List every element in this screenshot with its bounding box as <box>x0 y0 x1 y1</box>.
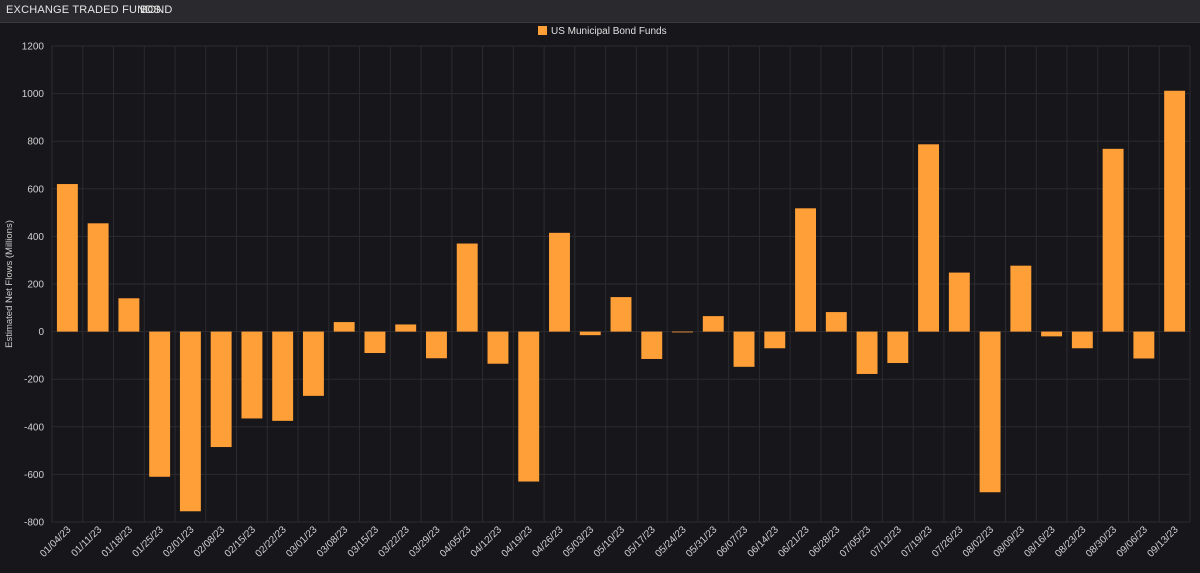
bar[interactable] <box>487 331 509 364</box>
bar[interactable] <box>702 316 724 332</box>
bar-chart: -800 -600 -400 -200 0 200 400 600 800 1000 1200 01… <box>4 26 1191 560</box>
x-tick-label: 03/01/23 <box>284 524 320 560</box>
y-tick-label: -800 <box>24 518 44 529</box>
bar[interactable] <box>856 331 878 374</box>
bar[interactable] <box>364 331 386 354</box>
legend-swatch <box>538 26 547 35</box>
x-tick-label: 08/23/23 <box>1053 524 1089 560</box>
x-tick-label: 04/05/23 <box>438 524 474 560</box>
bar[interactable] <box>426 331 447 359</box>
y-tick-label: 1000 <box>22 89 45 100</box>
bar[interactable] <box>795 208 816 332</box>
x-tick-label: 05/24/23 <box>653 524 689 560</box>
x-tick-label: 03/22/23 <box>377 524 413 560</box>
x-tick-label: 08/09/23 <box>992 524 1028 560</box>
y-tick-label: -600 <box>24 470 44 481</box>
bar[interactable] <box>979 331 1001 493</box>
bar[interactable] <box>272 331 294 421</box>
x-tick-label: 01/18/23 <box>100 524 136 560</box>
y-tick-label: 0 <box>38 327 44 338</box>
x-tick-label: 02/01/23 <box>161 524 197 560</box>
x-tick-label: 06/14/23 <box>746 524 782 560</box>
y-axis-title: Estimated Net Flows (Millions) <box>4 220 15 348</box>
y-tick-label: -200 <box>24 375 44 386</box>
bar[interactable] <box>764 331 786 349</box>
bar[interactable] <box>948 272 970 332</box>
y-tick-label: 600 <box>27 184 44 195</box>
bar[interactable] <box>333 322 355 332</box>
bar[interactable] <box>149 331 171 477</box>
bar[interactable] <box>1071 331 1093 349</box>
x-tick-label: 09/13/23 <box>1145 524 1181 560</box>
y-tick-label: 800 <box>27 137 44 148</box>
x-tick-label: 08/16/23 <box>1022 524 1058 560</box>
x-tick-label: 07/12/23 <box>869 524 905 560</box>
bar[interactable] <box>87 223 109 332</box>
x-tick-label: 04/26/23 <box>530 524 566 560</box>
bar[interactable] <box>1164 90 1186 332</box>
bar[interactable] <box>549 232 570 332</box>
bar[interactable] <box>241 331 263 419</box>
y-tick-label: 1200 <box>22 42 45 53</box>
bar[interactable] <box>733 331 755 367</box>
bar[interactable] <box>395 324 417 332</box>
bar[interactable] <box>579 331 601 336</box>
bar[interactable] <box>179 331 201 512</box>
bar[interactable] <box>918 144 940 332</box>
bar[interactable] <box>825 312 847 332</box>
bar[interactable] <box>210 331 232 448</box>
y-tick-label: 200 <box>27 280 44 291</box>
y-tick-label: -400 <box>24 422 44 433</box>
x-tick-label: 01/11/23 <box>69 524 104 559</box>
x-tick-label: 02/15/23 <box>223 524 259 560</box>
chart-grid <box>51 45 1191 523</box>
x-tick-label: 07/19/23 <box>899 524 935 560</box>
y-tick-label: 400 <box>27 232 44 243</box>
x-tick-label: 06/21/23 <box>776 524 812 560</box>
x-tick-label: 05/03/23 <box>561 524 597 560</box>
x-tick-label: 08/02/23 <box>961 524 997 560</box>
bar[interactable] <box>672 331 693 333</box>
x-tick-label: 08/30/23 <box>1084 524 1120 560</box>
x-tick-label: 02/08/23 <box>192 524 228 560</box>
x-tick-label: 05/31/23 <box>684 524 720 560</box>
x-tick-label: 03/29/23 <box>407 524 443 560</box>
bar[interactable] <box>1041 331 1063 337</box>
bar[interactable] <box>610 297 632 332</box>
x-tick-label: 05/10/23 <box>592 524 628 560</box>
x-tick-label: 03/15/23 <box>346 524 382 560</box>
bar[interactable] <box>518 331 540 482</box>
x-tick-label: 05/17/23 <box>623 524 659 560</box>
x-tick-label: 06/28/23 <box>807 524 843 560</box>
x-tick-label: 04/19/23 <box>500 524 536 560</box>
x-tick-label: 06/07/23 <box>715 524 751 560</box>
bar[interactable] <box>56 184 78 332</box>
legend-label: US Municipal Bond Funds <box>551 26 667 37</box>
x-tick-label: 09/06/23 <box>1115 524 1151 560</box>
section-title: EXCHANGE TRADED FUNDS <box>6 4 161 16</box>
bar[interactable] <box>1133 331 1155 359</box>
title-bar: EXCHANGE TRADED FUNDS BOND <box>0 0 1200 23</box>
bar[interactable] <box>118 298 140 332</box>
bar[interactable] <box>1010 265 1032 332</box>
x-tick-label: 07/26/23 <box>930 524 966 560</box>
bar[interactable] <box>641 331 663 359</box>
x-tick-label: 01/04/23 <box>38 524 74 560</box>
x-tick-label: 03/08/23 <box>315 524 351 560</box>
y-axis: -800 -600 -400 -200 0 200 400 600 800 1000 1200 <box>22 42 45 529</box>
bar[interactable] <box>456 243 478 332</box>
bar[interactable] <box>302 331 324 396</box>
x-axis: 01/04/2301/11/2301/18/2301/25/2302/01/23… <box>38 524 1181 560</box>
x-tick-label: 04/12/23 <box>469 524 505 560</box>
bar[interactable] <box>1102 148 1124 332</box>
x-tick-label: 02/22/23 <box>253 524 289 560</box>
category-title: BOND <box>140 4 173 16</box>
x-tick-label: 07/05/23 <box>838 524 874 560</box>
bar[interactable] <box>887 331 909 364</box>
chart-bars <box>56 90 1186 512</box>
x-tick-label: 01/25/23 <box>130 524 166 560</box>
chart-legend[interactable]: US Municipal Bond Funds <box>538 26 667 37</box>
